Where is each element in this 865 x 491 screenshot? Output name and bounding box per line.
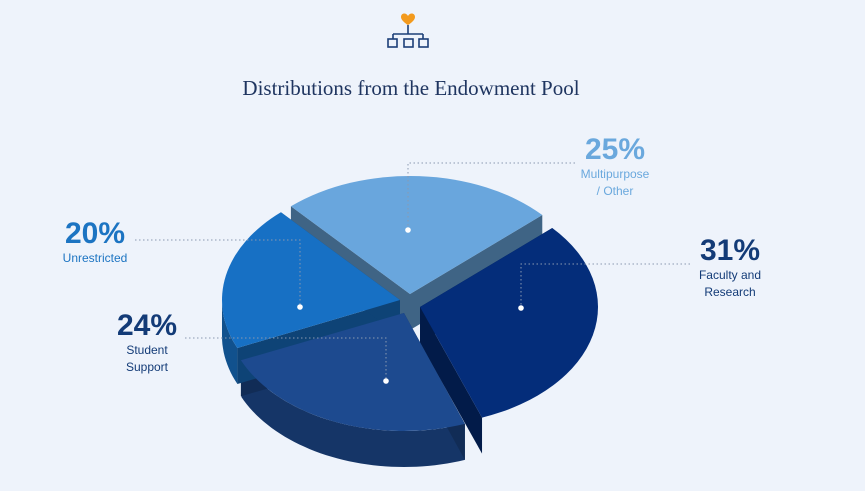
- slice-percent-unrestricted: 20%: [64, 217, 126, 250]
- slice-caption-faculty: Faculty and: [698, 268, 762, 282]
- slice-percent-student: 24%: [116, 309, 178, 342]
- leader-student: [185, 337, 387, 381]
- slice-faculty: [420, 228, 599, 418]
- leader-dot-student: [383, 378, 389, 384]
- slice-side-unrestricted: [222, 300, 238, 384]
- slice-caption-multipurpose: / Other: [596, 184, 634, 198]
- slice-percent-faculty: 31%: [699, 234, 761, 267]
- org-chart-heart-icon: [387, 13, 429, 48]
- slice-caption-faculty: Research: [704, 285, 756, 299]
- slice-label-faculty: 31% Faculty and Research: [675, 235, 785, 301]
- slice-student: [240, 313, 465, 432]
- slice-multipurpose: [290, 176, 543, 294]
- slice-percent-multipurpose: 25%: [584, 133, 646, 166]
- slice-side-student: [241, 361, 465, 467]
- leader-faculty: [520, 263, 690, 308]
- slice-caption-unrestricted: Unrestricted: [62, 251, 128, 265]
- slice-caption-multipurpose: Multipurpose: [580, 167, 650, 181]
- leader-dot-multipurpose: [405, 227, 411, 233]
- slice-caption-student: Support: [125, 360, 169, 374]
- leader-dot-unrestricted: [297, 304, 303, 310]
- leader-unrestricted: [135, 239, 301, 307]
- slice-wall-faculty-1: [420, 307, 483, 454]
- slice-label-multipurpose: 25% Multipurpose / Other: [555, 134, 675, 200]
- slice-unrestricted: [222, 212, 400, 348]
- chart-title: Distributions from the Endowment Pool: [242, 76, 579, 100]
- leader-dot-faculty: [518, 305, 524, 311]
- slice-caption-student: Student: [126, 343, 168, 357]
- slice-label-student: 24% Student Support: [92, 310, 202, 376]
- slice-label-unrestricted: 20% Unrestricted: [40, 218, 150, 267]
